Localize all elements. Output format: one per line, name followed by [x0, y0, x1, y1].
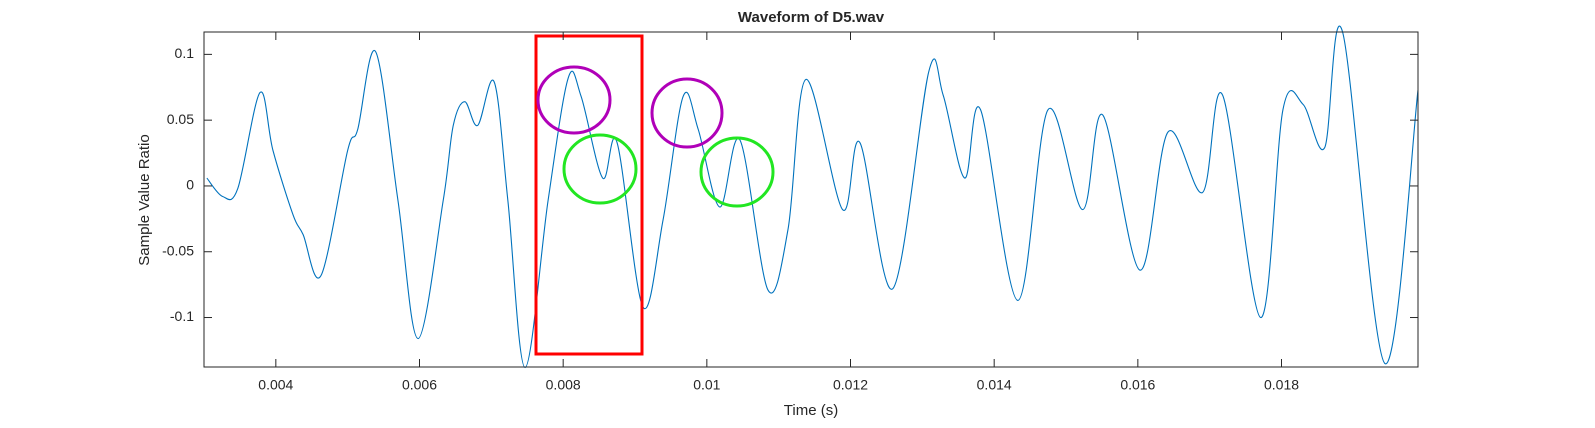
x-tick-label: 0.008 [546, 377, 581, 393]
x-tick-label: 0.012 [833, 377, 868, 393]
x-tick-label: 0.014 [977, 377, 1012, 393]
x-tick-label: 0.016 [1120, 377, 1155, 393]
annotations [534, 34, 775, 356]
x-tick-label: 0.01 [693, 377, 720, 393]
highlight-box [534, 34, 644, 356]
highlight-circle [536, 65, 612, 135]
waveform-line [206, 25, 1419, 369]
x-axis-label: Time (s) [784, 402, 838, 419]
x-tick-label: 0.018 [1264, 377, 1299, 393]
highlight-circle [562, 133, 638, 205]
chart-title: Waveform of D5.wav [738, 9, 885, 26]
axes-box [203, 31, 1419, 368]
y-tick-label: 0 [186, 177, 194, 193]
y-tick-label: -0.05 [162, 242, 194, 258]
y-tick-label: 0.05 [167, 111, 194, 127]
plot-area [206, 25, 1419, 369]
highlight-circle [650, 77, 724, 149]
x-tick-label: 0.006 [402, 377, 437, 393]
x-tick-label: 0.004 [258, 377, 293, 393]
y-tick-label: -0.1 [170, 308, 194, 324]
highlight-circle [699, 136, 775, 208]
y-tick-label: 0.1 [175, 45, 195, 61]
y-axis-label: Sample Value Ratio [136, 134, 153, 265]
